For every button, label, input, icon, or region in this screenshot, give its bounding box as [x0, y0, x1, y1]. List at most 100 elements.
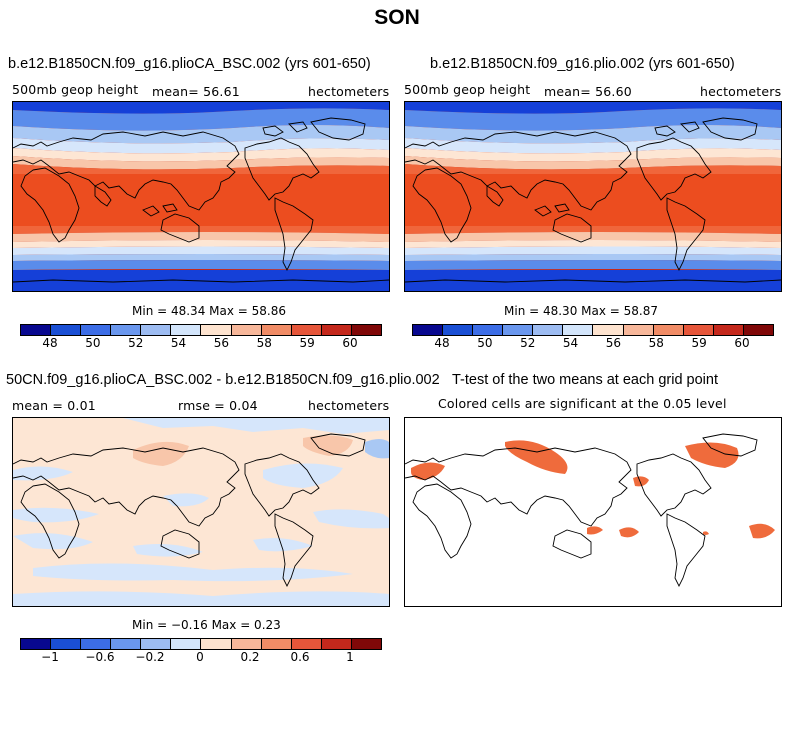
panel4-subtitle: Colored cells are significant at the 0.0…	[438, 396, 727, 411]
panel3-minmax: Min = −0.16 Max = 0.23	[132, 618, 281, 632]
diff-strong-negative	[365, 439, 389, 459]
colorbar-swatch	[291, 639, 322, 649]
colorbar-tick-label: 48	[42, 336, 58, 350]
colorbar-1	[20, 324, 382, 336]
panel3-coastlines	[13, 433, 366, 588]
band-1-pblue-top	[13, 138, 389, 154]
band-2-porange-top	[405, 148, 781, 162]
colorbar-tick-label: 54	[170, 336, 187, 350]
colorbar-tick-label: 48	[434, 336, 450, 350]
panel1-mean: mean= 56.61	[152, 84, 240, 99]
panel3-units: hectometers	[308, 398, 390, 413]
colorbar-swatch	[563, 325, 594, 335]
panel4-coastlines	[405, 433, 758, 588]
colorbar-swatch	[261, 325, 292, 335]
panel2-variable: 500mb geop height	[404, 82, 531, 97]
band-2-lorange-bot	[405, 232, 781, 242]
colorbar-tick-label: −0.6	[85, 650, 115, 664]
band-2-dblue-top	[405, 102, 781, 114]
colorbar-swatch	[141, 639, 172, 649]
colorbar-swatch	[21, 325, 52, 335]
band-2-porange-bot	[405, 240, 781, 248]
band-2-lblue-bot	[405, 254, 781, 261]
colorbar-swatch	[231, 639, 262, 649]
colorbar-swatch	[473, 325, 504, 335]
colorbar-swatch	[291, 325, 322, 335]
colorbar-swatch	[261, 639, 292, 649]
panel2-minmax: Min = 48.30 Max = 58.87	[504, 304, 658, 318]
colorbar-tick-label: 0.2	[240, 650, 260, 664]
colorbar-swatch	[743, 325, 773, 335]
panel2-mean: mean= 56.60	[544, 84, 632, 99]
sig-region-indian	[587, 526, 603, 535]
colorbar-swatch	[503, 325, 534, 335]
colorbar-swatch	[321, 325, 352, 335]
colorbar-swatch	[21, 639, 52, 649]
panel1-minmax: Min = 48.34 Max = 58.86	[132, 304, 286, 318]
panel3-rmse: rmse = 0.04	[178, 398, 258, 413]
band-1-porange-bot	[13, 240, 389, 248]
band-2-pblue-bot	[405, 246, 781, 255]
diff-negative-regions	[13, 418, 389, 606]
panel4-title: T-test of the two means at each grid poi…	[452, 372, 718, 388]
colorbar-swatch	[623, 325, 654, 335]
band-1-redorange	[13, 174, 389, 226]
diff-positive-regions	[133, 435, 353, 466]
band-1-dblue-top	[13, 102, 389, 114]
colorbar-tick-label: −0.2	[135, 650, 165, 664]
sig-region-central-pacific	[633, 476, 649, 487]
colorbar-swatch	[51, 325, 82, 335]
colorbar-swatch	[141, 325, 172, 335]
colorbar-swatch	[81, 325, 112, 335]
colorbar-tick-label: 60	[734, 336, 750, 350]
panel2-title: b.e12.B1850CN.f09_g16.plio.002 (yrs 601-…	[430, 56, 735, 72]
colorbar-swatch	[351, 325, 381, 335]
colorbar-tick-label: 59	[691, 336, 707, 350]
panel3-title: 50CN.f09_g16.plioCA_BSC.002 - b.e12.B185…	[6, 372, 440, 388]
band-1-pblue-bot	[13, 246, 389, 255]
band-2-redorange	[405, 174, 781, 226]
colorbar-swatch	[713, 325, 744, 335]
colorbar-swatch	[201, 639, 232, 649]
panel2-map	[404, 101, 782, 292]
colorbar-swatch	[81, 639, 112, 649]
colorbar-swatch	[321, 639, 352, 649]
colorbar-tick-label: 58	[648, 336, 664, 350]
band-1-porange-top	[13, 148, 389, 162]
colorbar-swatch	[413, 325, 444, 335]
colorbar-tick-label: 1	[346, 650, 354, 664]
sig-region-small	[703, 531, 709, 535]
colorbar-swatch	[171, 639, 202, 649]
colorbar-swatch	[351, 639, 381, 649]
colorbar-3	[20, 638, 382, 650]
colorbar-swatch	[201, 325, 232, 335]
colorbar-tick-label: 52	[128, 336, 144, 350]
panel3-map	[12, 417, 390, 607]
band-1-mblue-bot	[13, 260, 389, 270]
panel4-map	[404, 417, 782, 607]
band-1-lorange-top	[13, 156, 389, 170]
band-2-lorange-top	[405, 156, 781, 170]
panel2-units: hectometers	[700, 84, 782, 99]
colorbar-swatch	[51, 639, 82, 649]
colorbar-swatch	[683, 325, 714, 335]
band-2-mblue-bot	[405, 260, 781, 270]
colorbar-tick-label: 0.6	[290, 650, 310, 664]
sig-region-maritime	[619, 527, 639, 538]
colorbar-swatch	[111, 325, 142, 335]
colorbar-tick-label: −1	[41, 650, 59, 664]
band-1-lblue-bot	[13, 254, 389, 261]
panel1-coastlines	[13, 117, 389, 283]
panel2-coastlines	[405, 117, 781, 283]
colorbar-tick-label: 54	[562, 336, 579, 350]
sig-region-south-atlantic	[749, 523, 775, 539]
panel3-mean: mean = 0.01	[12, 398, 96, 413]
colorbar-tick-label: 58	[256, 336, 272, 350]
colorbar-swatch	[533, 325, 564, 335]
colorbar-tick-label: 50	[477, 336, 493, 350]
colorbar-swatch	[171, 325, 202, 335]
colorbar-2	[412, 324, 774, 336]
band-1-orange-bot	[13, 226, 389, 234]
band-2-pblue-top	[405, 138, 781, 154]
colorbar-tick-label: 59	[299, 336, 315, 350]
